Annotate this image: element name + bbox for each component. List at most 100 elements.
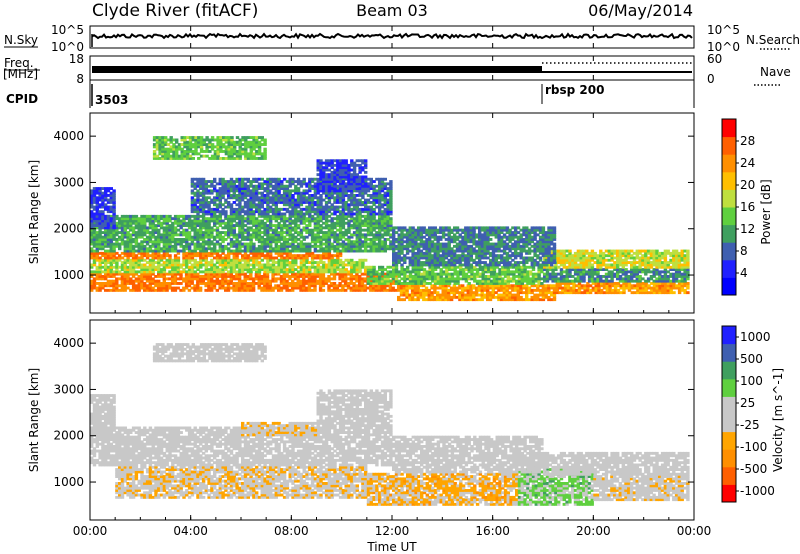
scatter-cell <box>494 286 498 290</box>
scatter-cell <box>677 291 682 295</box>
scatter-cell <box>285 270 290 274</box>
scatter-cell <box>441 235 446 239</box>
scatter-cell <box>137 258 141 262</box>
scatter-cell <box>282 270 287 274</box>
scatter-cell <box>190 275 194 278</box>
scatter-cell <box>447 226 451 230</box>
scatter-cell <box>201 224 206 227</box>
scatter-cell <box>255 228 259 232</box>
scatter-cell <box>366 270 371 274</box>
scatter-cell <box>513 295 518 299</box>
scatter-cell <box>277 284 281 288</box>
scatter-cell <box>486 249 490 253</box>
scatter-cell <box>319 270 323 274</box>
scatter-cell <box>646 279 651 283</box>
scatter-cell <box>602 282 607 285</box>
scatter-cell <box>461 242 465 246</box>
scatter-cell <box>405 295 409 299</box>
scatter-cell <box>260 224 264 227</box>
scatter-cell <box>417 249 421 253</box>
scatter-cell <box>215 261 220 264</box>
scatter-cell <box>282 221 287 225</box>
scatter-cell <box>672 284 676 288</box>
scatter-cell <box>176 268 181 271</box>
scatter-cell <box>613 249 617 253</box>
scatter-cell <box>433 291 437 295</box>
scatter-cell <box>433 279 438 283</box>
scatter-cell <box>630 256 634 260</box>
scatter-cell <box>143 221 147 225</box>
scatter-cell <box>196 217 200 221</box>
scatter-cell <box>503 268 508 271</box>
scatter-cell <box>243 238 248 241</box>
scatter-cell <box>187 233 192 237</box>
scatter-cell <box>624 275 628 278</box>
scatter-cell <box>204 265 208 269</box>
scatter-cell <box>358 214 362 218</box>
scatter-cell <box>502 293 507 297</box>
scatter-cell <box>500 244 504 248</box>
scatter-cell <box>190 279 194 283</box>
scatter-cell <box>252 256 256 260</box>
scatter-cell <box>249 217 253 221</box>
scatter-cell <box>344 217 348 221</box>
scatter-cell <box>257 284 261 288</box>
scatter-cell <box>251 277 256 281</box>
scatter-cell <box>221 263 225 267</box>
scatter-cell <box>672 272 676 276</box>
scatter-cell <box>350 224 354 227</box>
scatter-cell <box>441 263 446 267</box>
scatter-cell <box>327 275 331 278</box>
scatter-cell <box>596 268 600 271</box>
scatter-cell <box>171 244 175 248</box>
scatter-cell <box>502 286 507 290</box>
scatter-cell <box>386 214 390 218</box>
scatter-cell <box>252 228 256 232</box>
scatter-cell <box>489 247 493 251</box>
scatter-cell <box>324 263 329 267</box>
scatter-cell <box>596 272 600 276</box>
scatter-cell <box>649 263 654 267</box>
scatter-cell <box>610 251 614 255</box>
scatter-cell <box>227 221 231 225</box>
scatter-cell <box>229 251 234 255</box>
scatter-cell <box>237 288 242 292</box>
scatter-cell <box>294 261 298 264</box>
scatter-cell <box>672 256 676 260</box>
scatter-cell <box>212 279 217 283</box>
scatter-cell <box>274 268 278 271</box>
scatter-cell <box>176 261 181 264</box>
scatter-cell <box>644 254 648 258</box>
scatter-cell <box>582 258 586 262</box>
scatter-cell <box>131 251 136 255</box>
scatter-cell <box>316 279 320 283</box>
scatter-cell <box>299 244 304 248</box>
freq-tick-top: 18 <box>69 52 84 66</box>
scatter-cell <box>296 272 300 276</box>
scatter-cell <box>129 233 133 237</box>
scatter-cell <box>277 226 281 230</box>
scatter-cell <box>249 270 253 274</box>
scatter-cell <box>313 226 318 230</box>
scatter-cell <box>686 270 690 274</box>
scatter-cell <box>372 242 376 246</box>
scatter-cell <box>450 249 454 253</box>
scatter-cell <box>148 221 153 225</box>
scatter-cell <box>327 219 332 223</box>
scatter-cell <box>474 293 479 297</box>
scatter-cell <box>483 233 487 237</box>
scatter-cell <box>489 279 494 283</box>
scatter-cell <box>293 272 298 276</box>
scatter-cell <box>213 224 217 227</box>
scatter-cell <box>483 263 487 267</box>
scatter-cell <box>95 233 99 237</box>
scatter-cell <box>123 228 127 232</box>
scatter-cell <box>243 279 247 283</box>
scatter-cell <box>327 228 332 232</box>
scatter-cell <box>252 233 256 237</box>
scatter-cell <box>274 244 278 248</box>
scatter-cell <box>123 221 127 225</box>
scatter-cell <box>288 231 292 234</box>
scatter-cell <box>101 258 105 262</box>
scatter-cell <box>547 291 551 295</box>
